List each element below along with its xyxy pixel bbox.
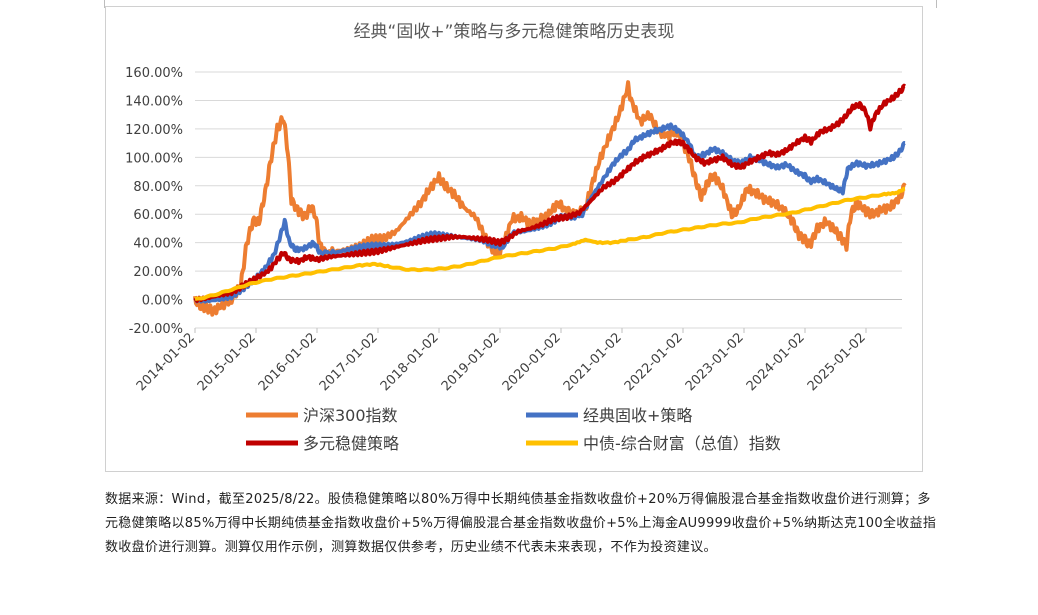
x-tick-label: 2014-01-02 — [134, 330, 198, 394]
series-line — [194, 186, 906, 302]
y-tick-label: -20.00% — [129, 322, 183, 337]
legend-label: 多元稳健策略 — [303, 434, 399, 453]
series-line — [193, 83, 907, 303]
frame-tick-right — [936, 0, 937, 8]
x-tick-label: 2024-01-02 — [744, 330, 808, 394]
x-tick-label: 2017-01-02 — [317, 330, 381, 394]
footnote-text: 数据来源：Wind，截至2025/8/22。股债稳健策略以80%万得中长期纯债基… — [105, 492, 937, 555]
x-tick-label: 2016-01-02 — [256, 330, 320, 394]
x-tick-label: 2023-01-02 — [683, 330, 747, 394]
x-tick-label: 2015-01-02 — [195, 330, 259, 394]
chart-container: 经典“固收+”策略与多元稳健策略历史表现 160.00% 140.00% 120.0… — [105, 6, 923, 472]
y-tick-label: 0.00% — [142, 294, 183, 309]
y-axis-ticks: 160.00% 140.00% 120.00% 100.00% 80.00% 60.00%… — [125, 66, 183, 337]
x-tick-label: 2018-01-02 — [378, 330, 442, 394]
chart-title: 经典“固收+”策略与多元稳健策略历史表现 — [354, 22, 675, 42]
series-line — [193, 122, 907, 304]
y-tick-label: 60.00% — [133, 208, 183, 223]
x-tick-label: 2021-01-02 — [561, 330, 625, 394]
y-tick-label: 40.00% — [133, 237, 183, 252]
gridlines — [195, 71, 902, 329]
series-lines — [193, 80, 907, 317]
legend-label: 中债-综合财富（总值）指数 — [583, 434, 781, 453]
x-tick-label: 2020-01-02 — [500, 330, 564, 394]
y-tick-label: 120.00% — [125, 123, 183, 138]
x-axis-ticks: 2014-01-022015-01-022016-01-022017-01-02… — [134, 328, 869, 394]
x-tick-label: 2019-01-02 — [439, 330, 503, 394]
series-line — [193, 80, 907, 317]
y-tick-label: 160.00% — [125, 66, 183, 81]
x-tick-label: 2025-01-02 — [805, 330, 869, 394]
y-tick-label: 100.00% — [125, 151, 183, 166]
y-tick-label: 80.00% — [133, 180, 183, 195]
y-tick-label: 140.00% — [125, 94, 183, 109]
legend-label: 经典固收+策略 — [583, 406, 692, 425]
x-tick-label: 2022-01-02 — [622, 330, 686, 394]
y-tick-label: 20.00% — [133, 265, 183, 280]
frame-tick-left — [104, 0, 105, 8]
legend-label: 沪深300指数 — [303, 406, 398, 425]
line-chart: 经典“固收+”策略与多元稳健策略历史表现 160.00% 140.00% 120.0… — [125, 22, 907, 453]
